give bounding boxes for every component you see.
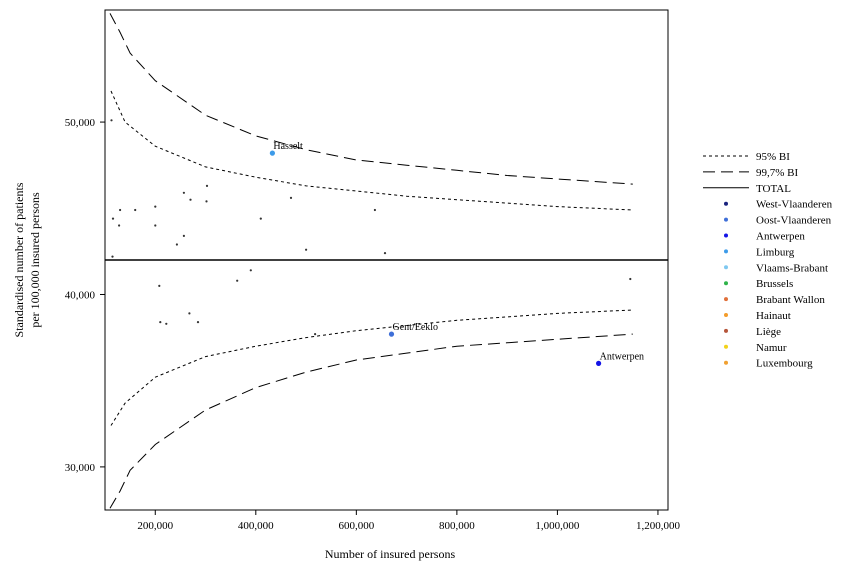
data-point	[314, 333, 317, 336]
y-axis: 30,000 40,000 50,000	[65, 117, 105, 474]
legend-dot-swatch	[724, 217, 728, 222]
data-point	[111, 255, 114, 258]
data-point	[175, 243, 178, 246]
data-point	[236, 279, 239, 282]
95-lower-bound-line	[110, 309, 633, 426]
data-point	[182, 191, 185, 194]
legend-dot-swatch	[724, 313, 728, 317]
legend-label: TOTAL	[756, 183, 791, 195]
y-tick-label: 30,000	[65, 462, 96, 474]
legend-label: Limburg	[756, 246, 795, 258]
point-label: Gent/Eeklo	[393, 322, 439, 333]
data-point	[373, 208, 376, 212]
legend-dot-swatch	[724, 360, 728, 365]
legend-label: 99,7% BI	[756, 167, 799, 179]
legend-dot-swatch	[724, 344, 728, 349]
data-point	[159, 321, 162, 324]
legend-dot-swatch	[724, 249, 728, 254]
data-point	[305, 248, 308, 251]
data-point	[383, 252, 387, 255]
data-point	[205, 184, 209, 187]
legend-label: Brabant Wallon	[756, 294, 825, 306]
data-point	[119, 208, 122, 212]
997-lower-bound-line	[109, 333, 633, 509]
data-point	[165, 322, 168, 325]
point-gent-eeklo	[388, 331, 395, 337]
legend-label: Oost-Vlaanderen	[756, 215, 832, 227]
legend-dot-swatch	[724, 328, 728, 333]
data-point	[289, 196, 293, 199]
997-upper-bound-line	[109, 13, 633, 185]
point-label: Antwerpen	[600, 351, 644, 362]
y-tick-label: 40,000	[65, 289, 96, 301]
x-tick-label: 400,000	[238, 520, 274, 532]
data-point	[110, 119, 113, 122]
x-tick-label: 1,000,000	[535, 520, 580, 532]
legend-dot-swatch	[724, 265, 728, 270]
data-point	[188, 312, 191, 315]
y-tick-label: 50,000	[65, 117, 96, 129]
point-hasselt	[269, 150, 275, 156]
point-antwerpen	[596, 360, 602, 366]
legend-label: Namur	[756, 342, 787, 354]
data-point	[205, 200, 208, 203]
legend-label: 95% BI	[756, 151, 790, 163]
legend-dot-swatch	[724, 281, 728, 286]
legend: 95% BI 99,7% BI TOTAL West-Vlaanderen Oost-V…	[703, 151, 833, 370]
x-axis: 200,000 400,000 600,000 800,000 1,000,000 1,2…	[137, 510, 680, 532]
x-tick-label: 800,000	[439, 520, 475, 532]
legend-label: Vlaams-Brabant	[756, 262, 828, 274]
data-point	[111, 217, 115, 220]
y-axis-label-line-2: per 100,000 insured persons	[28, 192, 42, 328]
legend-dot-swatch	[724, 201, 728, 206]
x-tick-label: 1,200,000	[636, 520, 681, 532]
data-points: Hasselt Gent/Eeklo Antwerpen	[110, 119, 644, 366]
data-point	[629, 277, 632, 281]
x-axis-label: Number of insured persons	[325, 547, 456, 561]
legend-label: Antwerpen	[756, 231, 805, 243]
data-point	[154, 224, 157, 227]
confidence-bands	[109, 13, 633, 509]
legend-label: Brussels	[756, 278, 793, 290]
data-point	[259, 217, 262, 220]
data-point	[249, 269, 252, 272]
y-axis-label-line-1: Standardised number of patients	[12, 182, 26, 337]
data-point	[134, 208, 137, 212]
data-point	[189, 198, 192, 201]
legend-label: West-Vlaanderen	[756, 199, 833, 211]
legend-label: Liège	[756, 326, 781, 338]
data-point	[182, 234, 185, 237]
95-upper-bound-line	[110, 90, 633, 211]
legend-label: Luxembourg	[756, 358, 813, 370]
legend-dot-swatch	[724, 233, 728, 238]
point-label: Hasselt	[273, 141, 303, 152]
data-point	[154, 205, 157, 208]
legend-label: Hainaut	[756, 310, 791, 322]
data-point	[118, 224, 121, 227]
x-tick-label: 600,000	[338, 520, 374, 532]
x-tick-label: 200,000	[137, 520, 173, 532]
data-point	[158, 284, 161, 287]
legend-dot-swatch	[724, 297, 728, 302]
data-point	[196, 321, 200, 324]
